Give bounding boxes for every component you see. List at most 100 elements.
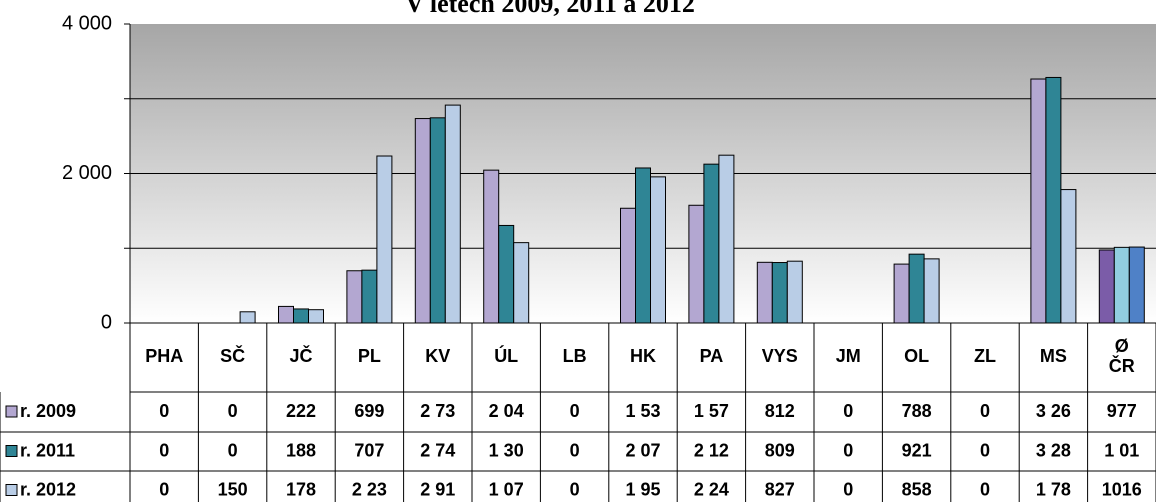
table-value: 188: [286, 440, 316, 460]
x-tick-label: MS: [1040, 346, 1067, 366]
x-tick-label: HK: [630, 346, 656, 366]
table-value: 2 07: [625, 440, 660, 460]
table-value: 0: [980, 479, 990, 499]
bar: [293, 308, 309, 324]
bar: [483, 169, 500, 324]
table-value: 1 07: [489, 479, 524, 499]
table-value: 0: [570, 479, 580, 499]
bar: [1045, 76, 1062, 324]
table-value: 3 28: [1036, 440, 1071, 460]
table-value: 0: [980, 440, 990, 460]
table-value: 707: [354, 440, 384, 460]
table-value: 1 95: [625, 479, 660, 499]
table-value: 2 23: [352, 479, 387, 499]
table-value: 921: [902, 440, 932, 460]
bar: [893, 263, 910, 324]
bar: [908, 253, 925, 324]
x-tick-label: LB: [563, 346, 587, 366]
table-value: 1 30: [489, 440, 524, 460]
bar: [498, 224, 515, 324]
bar: [308, 309, 324, 324]
table-value: 0: [843, 401, 853, 421]
bar: [278, 305, 294, 324]
x-tick-label: OL: [904, 346, 929, 366]
legend-label: r. 2011: [20, 440, 75, 460]
bar: [688, 204, 705, 324]
bar: [718, 154, 735, 324]
bar: [376, 155, 393, 324]
table-value: 0: [570, 440, 580, 460]
table-value: 1 53: [625, 401, 660, 421]
table-value: 2 74: [420, 440, 455, 460]
table-value: 0: [228, 440, 238, 460]
bar: [1030, 78, 1047, 324]
table-value: 0: [843, 479, 853, 499]
bar: [1128, 246, 1145, 324]
x-tick-label: ÚL: [494, 345, 518, 366]
table-value: 858: [902, 479, 932, 499]
legend-label: r. 2009: [20, 401, 76, 421]
y-tick-label: 4 000: [62, 12, 112, 34]
legend-key: [5, 484, 18, 496]
table-value: 2 12: [694, 440, 729, 460]
bar: [361, 269, 378, 324]
bar: [239, 311, 256, 324]
table-value: 0: [570, 401, 580, 421]
bar: [346, 270, 363, 324]
x-tick-label: PL: [358, 346, 381, 366]
x-tick-label: PA: [700, 346, 724, 366]
bar: [650, 176, 666, 324]
y-tick-label: 0: [101, 311, 112, 333]
table-value: 1 01: [1104, 440, 1139, 460]
x-tick-label: KV: [425, 346, 450, 366]
table-value: 0: [980, 401, 990, 421]
bar: [923, 258, 940, 324]
bar: [786, 260, 803, 324]
x-tick-label: ZL: [974, 346, 996, 366]
table-value: 977: [1107, 401, 1137, 421]
y-tick-label: 2 000: [62, 162, 112, 184]
bar: [444, 104, 461, 324]
legend-label: r. 2012: [20, 479, 76, 499]
legend-key: [5, 405, 18, 418]
table-value: 1 57: [694, 401, 729, 421]
x-tick-label: SČ: [220, 345, 245, 366]
bar: [635, 167, 651, 324]
x-tick-label: Ø ČR: [1109, 336, 1135, 376]
table-value: 788: [902, 401, 932, 421]
x-tick-label: JČ: [289, 345, 312, 366]
table-value: 0: [843, 440, 853, 460]
x-tick-label: JM: [836, 346, 861, 366]
legend-key: [5, 445, 18, 457]
bar: [513, 242, 530, 324]
table-value: 2 91: [420, 479, 455, 499]
table-value: 0: [159, 440, 169, 460]
table-value: 1 78: [1036, 479, 1071, 499]
table-value: 699: [354, 401, 384, 421]
chart-title: V letech 2009, 2011 a 2012: [405, 0, 695, 18]
bar: [756, 261, 773, 324]
bar: [429, 117, 446, 324]
bar: [1113, 246, 1130, 324]
table-value: 2 04: [489, 401, 524, 421]
table-value: 827: [765, 479, 795, 499]
table-value: 222: [286, 401, 316, 421]
x-tick-label: VYS: [762, 346, 798, 366]
table-value: 812: [765, 401, 795, 421]
table-value: 150: [218, 479, 248, 499]
bar: [1060, 189, 1077, 324]
table-value: 809: [765, 440, 795, 460]
table-value: 178: [286, 479, 316, 499]
table-value: 1016: [1102, 479, 1142, 499]
bar: [414, 118, 431, 324]
table-value: 3 26: [1036, 401, 1071, 421]
x-tick-label: PHA: [145, 346, 183, 366]
table-value: 0: [159, 479, 169, 499]
bar: [1098, 249, 1115, 324]
bar: [620, 207, 636, 324]
bar: [771, 262, 788, 324]
bar: [703, 163, 720, 324]
table-value: 0: [228, 401, 238, 421]
table-value: 2 73: [420, 401, 455, 421]
